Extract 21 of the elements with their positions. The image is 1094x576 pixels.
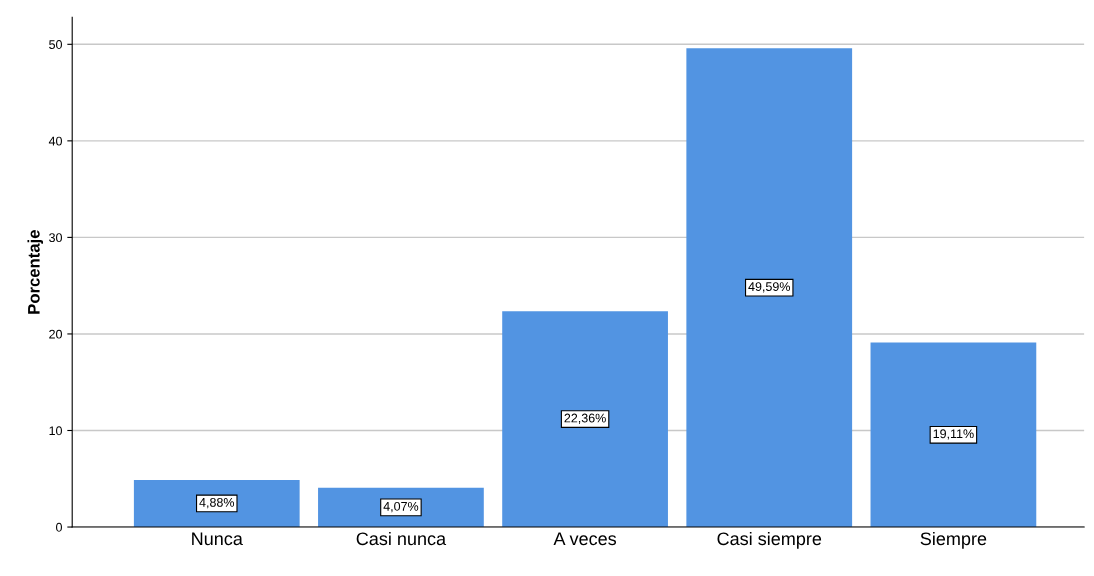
data-label: 19,11% bbox=[933, 429, 974, 440]
data-label: 4,07% bbox=[383, 501, 419, 513]
y-axis-title: Porcentaje bbox=[27, 230, 44, 314]
x-tick-label: Nunca bbox=[192, 532, 243, 546]
y-tick-label: 30 bbox=[49, 233, 62, 243]
y-tick-label: 20 bbox=[49, 329, 62, 339]
x-tick-label: A veces bbox=[553, 532, 617, 546]
y-tick-label: 10 bbox=[49, 426, 62, 436]
x-tick-label: Casi siempre bbox=[717, 531, 822, 549]
y-tick-label: 0 bbox=[56, 522, 62, 532]
bar bbox=[686, 48, 853, 528]
data-label: 4,88% bbox=[199, 497, 235, 509]
y-tick-label: 40 bbox=[48, 136, 62, 146]
bar bbox=[502, 311, 668, 528]
data-label: 49,59% bbox=[748, 282, 790, 293]
x-tick-label: Siempre bbox=[920, 531, 987, 549]
y-tick-label: 50 bbox=[49, 40, 62, 49]
bar bbox=[870, 342, 1037, 528]
bar bbox=[133, 479, 300, 528]
x-tick-label: Casi nunca bbox=[356, 531, 447, 546]
data-label: 22,36% bbox=[564, 413, 606, 424]
